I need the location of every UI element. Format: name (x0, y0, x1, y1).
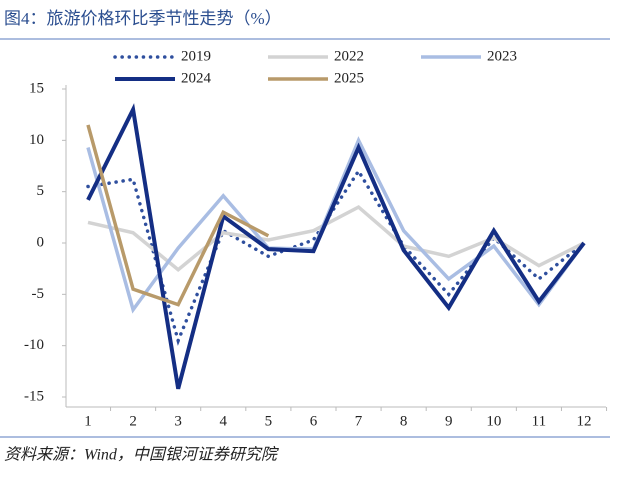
x-tick-label: 9 (445, 413, 453, 429)
legend-label: 2023 (487, 48, 517, 64)
x-tick-label: 11 (532, 413, 546, 429)
series-line (86, 124, 270, 307)
legend-label: 2025 (334, 70, 364, 86)
x-tick-label: 12 (577, 413, 592, 429)
series-line (86, 103, 586, 390)
y-tick-label: 0 (37, 234, 45, 250)
source: 资料来源：Wind，中国银河证券研究院 (4, 446, 280, 464)
y-tick-label: -10 (24, 337, 44, 353)
series-line (87, 204, 585, 272)
chart-title: 图4：旅游价格环比季节性走势（%） (4, 9, 282, 28)
y-tick-label: -5 (32, 286, 45, 302)
x-tick-label: 10 (486, 413, 501, 429)
x-tick-label: 8 (400, 413, 408, 429)
x-tick-label: 6 (310, 413, 318, 429)
y-tick-label: 5 (37, 183, 45, 199)
series-line (86, 167, 586, 346)
x-tick-label: 5 (265, 413, 273, 429)
y-tick-label: 15 (29, 80, 44, 96)
x-tick-label: 4 (220, 413, 228, 429)
legend-label: 2019 (181, 48, 211, 64)
legend-label: 2024 (181, 70, 212, 86)
x-tick-label: 3 (174, 413, 182, 429)
x-tick-label: 7 (355, 413, 363, 429)
y-tick-label: -15 (24, 388, 44, 404)
x-tick-label: 1 (84, 413, 92, 429)
y-tick-label: 10 (29, 132, 44, 148)
legend-label: 2022 (334, 48, 364, 64)
x-tick-label: 2 (129, 413, 137, 429)
